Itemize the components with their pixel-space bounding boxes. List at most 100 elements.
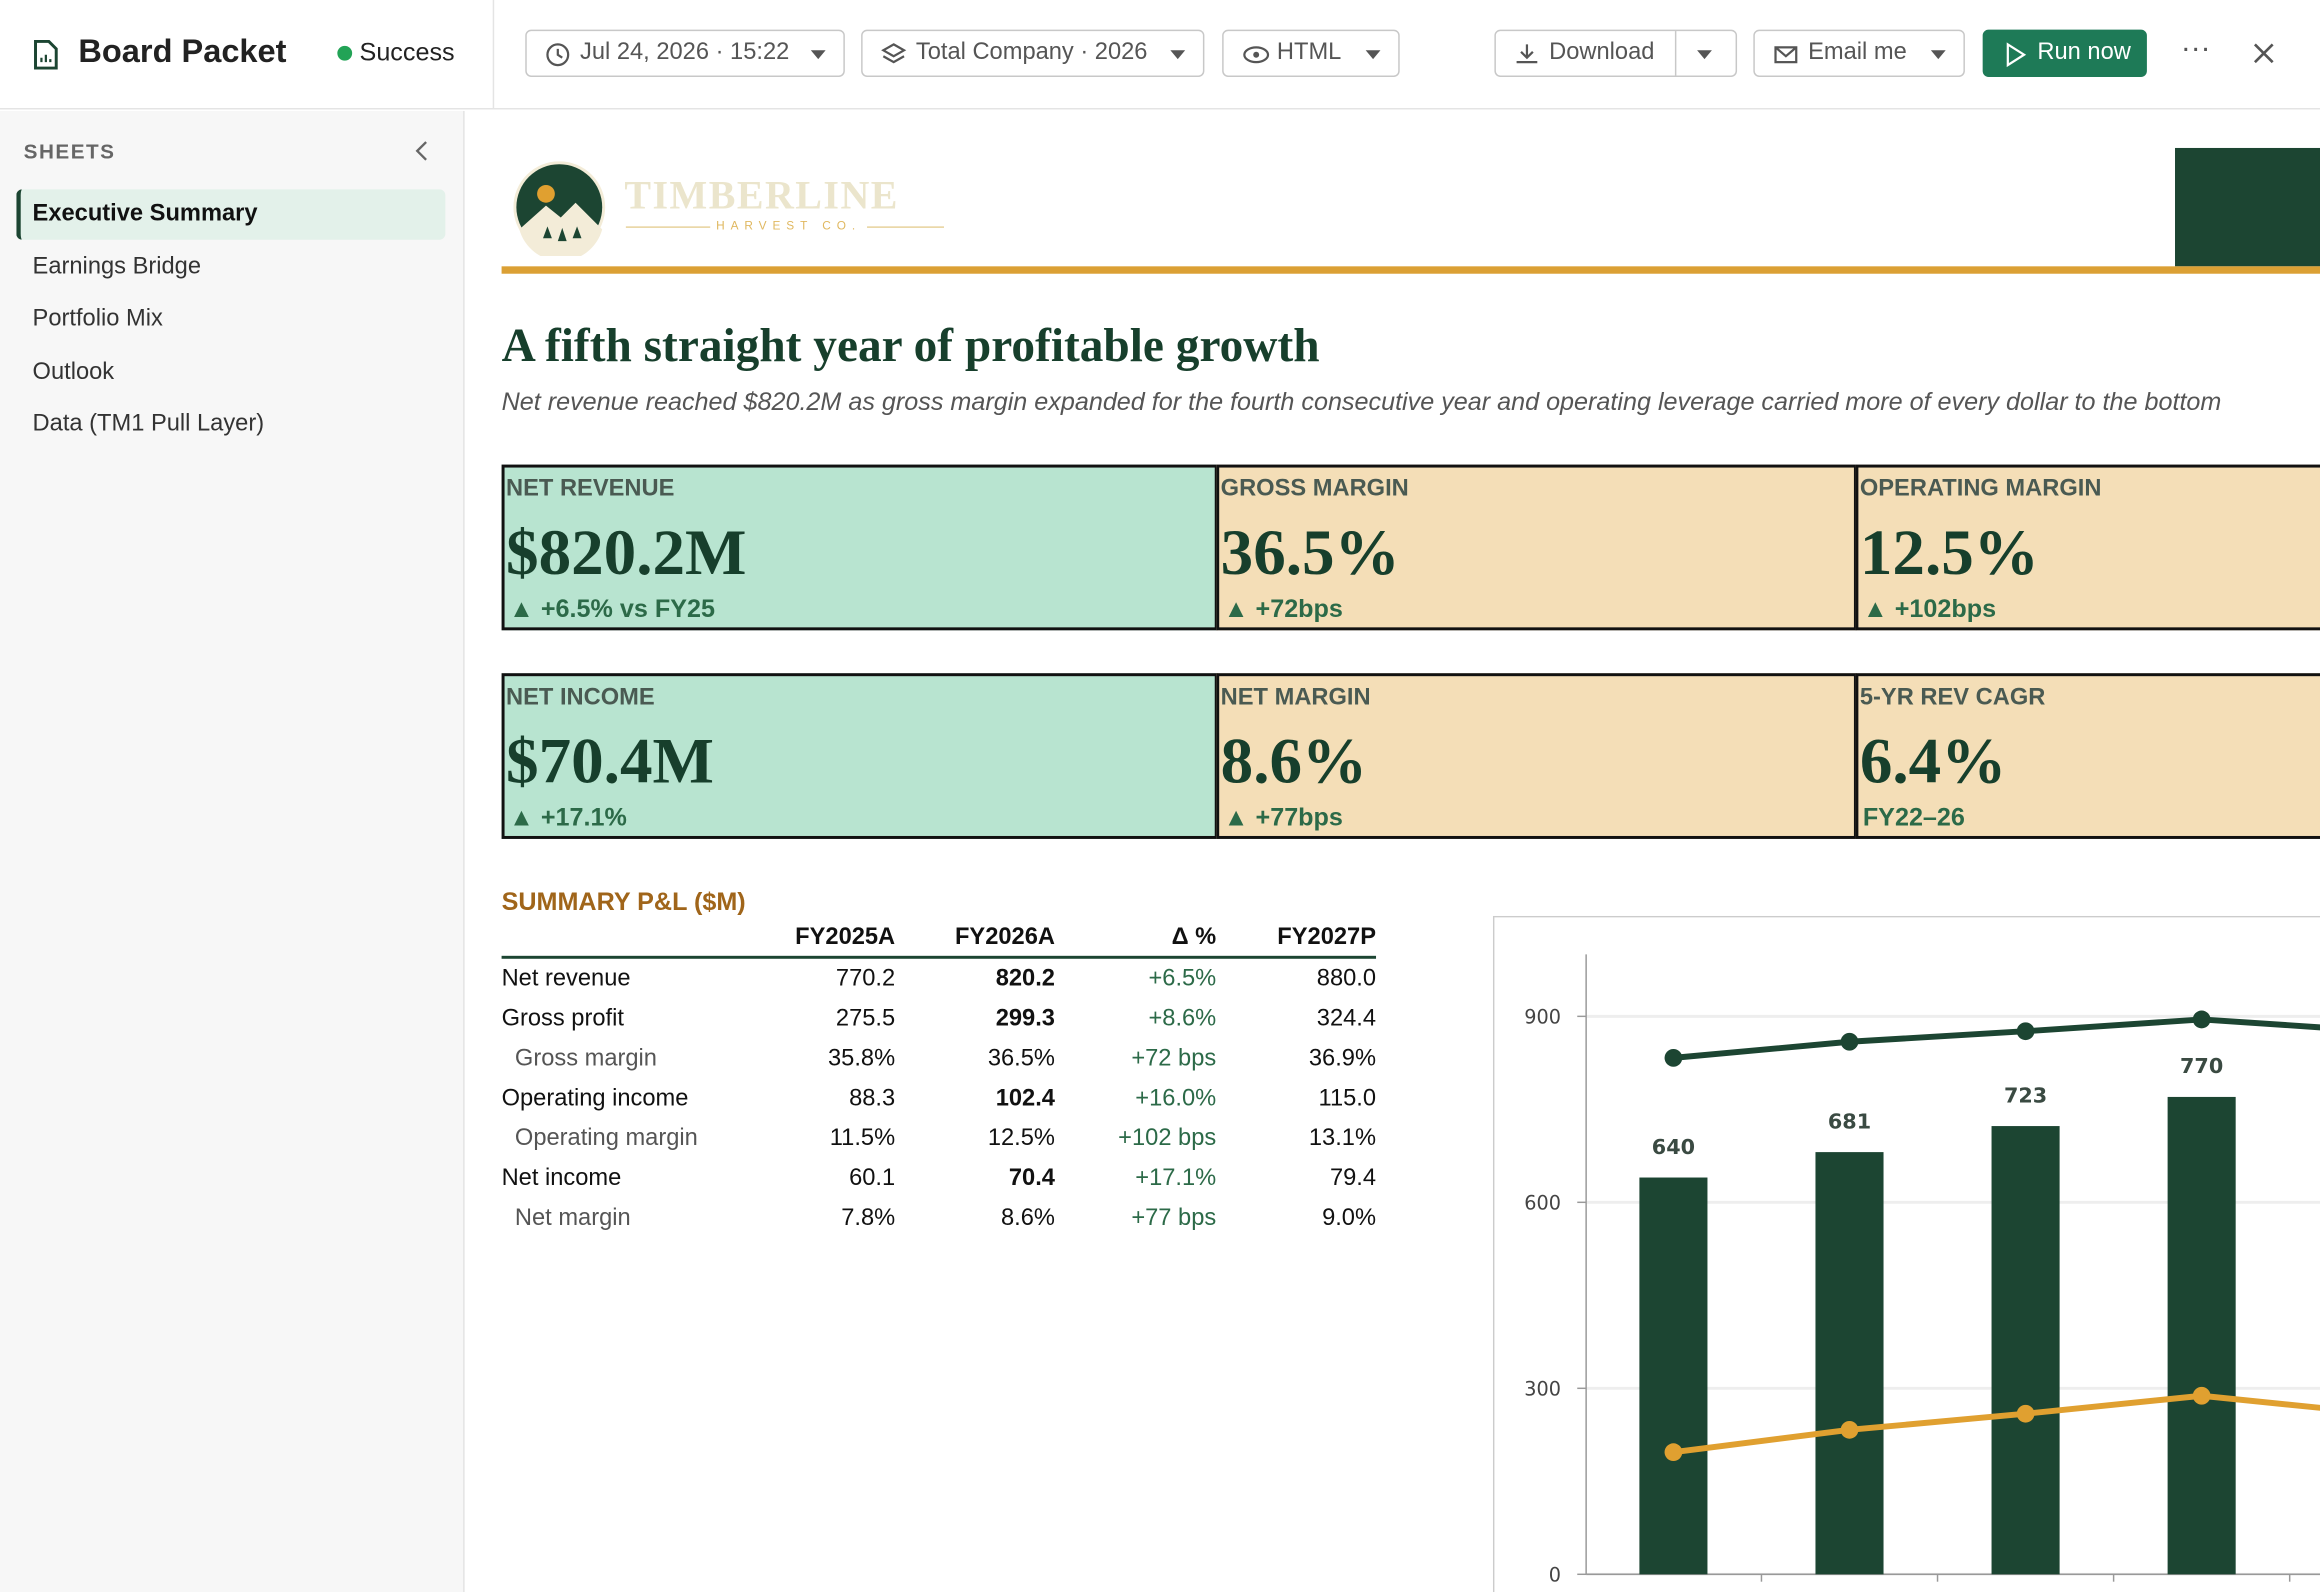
- row-label: Net income: [501, 1165, 622, 1192]
- header-block: [2175, 147, 2320, 267]
- sheet-tab[interactable]: Data (TM1 Pull Layer): [32, 411, 265, 437]
- kpi-delta: ▲ +17.1%: [508, 803, 627, 832]
- column-header: FY2027P: [1277, 924, 1377, 950]
- cell: 88.3: [849, 1086, 896, 1112]
- download-button[interactable]: Download: [1494, 29, 1738, 77]
- cell: 9.0%: [1322, 1205, 1377, 1232]
- download: Download: [1549, 39, 1655, 66]
- kpi-label: OPERATING MARGIN: [1859, 476, 2102, 502]
- cell: 880.0: [1316, 966, 1377, 992]
- kpi-value: $820.2M: [506, 516, 747, 589]
- cell: 11.5%: [829, 1125, 896, 1152]
- cell: 12.5%: [987, 1125, 1055, 1152]
- collapse-button[interactable]: [411, 139, 432, 163]
- cell: 820.2: [995, 966, 1055, 992]
- kpi-value: $70.4M: [506, 725, 714, 798]
- y-tick-label: 0: [1549, 1564, 1561, 1587]
- sheet-tab[interactable]: Outlook: [32, 358, 115, 384]
- run-time-picker[interactable]: Jul 24, 2026 · 15:22: [525, 29, 845, 77]
- line-point: [1664, 1048, 1683, 1067]
- column-header: FY2025A: [795, 924, 896, 950]
- row-label: Gross margin: [514, 1046, 657, 1072]
- cell: +6.5%: [1148, 966, 1217, 992]
- run-time: Jul 24, 2026 · 15:22: [580, 39, 790, 66]
- run-button[interactable]: Run now: [1982, 29, 2147, 77]
- cell: +102 bps: [1118, 1125, 1217, 1152]
- column-header: FY2026A: [954, 924, 1055, 950]
- kpi-card: NET INCOME $70.4M ▲ +17.1%: [501, 673, 1218, 839]
- format-picker[interactable]: HTML: [1222, 29, 1400, 77]
- line-point: [2016, 1022, 2035, 1041]
- close-button[interactable]: [2252, 41, 2276, 65]
- row-label: Net margin: [514, 1205, 631, 1232]
- cell: 275.5: [835, 1006, 896, 1032]
- kpi-card: 5-YR REV CAGR 6.4% FY22–26: [1855, 673, 2320, 839]
- cell: +77 bps: [1131, 1205, 1217, 1232]
- bar: [1815, 1152, 1884, 1575]
- line-point: [1664, 1443, 1683, 1462]
- kpi-delta: FY22–26: [1862, 803, 1965, 832]
- cell: 115.0: [1318, 1086, 1377, 1112]
- kpi-delta: ▲ +72bps: [1223, 594, 1343, 623]
- bar-label: 723: [2004, 1083, 2047, 1107]
- kpi-label: NET REVENUE: [506, 476, 675, 502]
- kpi-delta: ▲ +102bps: [1862, 594, 1997, 623]
- bar-label: 640: [1652, 1135, 1695, 1159]
- kpi-label: 5-YR REV CAGR: [1859, 685, 2046, 711]
- y-tick-label: 600: [1524, 1192, 1561, 1215]
- email: Email me: [1808, 39, 1907, 66]
- sheet-tab[interactable]: Earnings Bridge: [32, 253, 201, 279]
- cell: 36.9%: [1308, 1046, 1377, 1072]
- cell: +16.0%: [1135, 1086, 1217, 1112]
- logo-mark: [513, 161, 606, 256]
- line-point: [2192, 1010, 2211, 1029]
- subhead: Net revenue reached $820.2M as gross mar…: [501, 387, 2222, 416]
- bar-label: 681: [1828, 1109, 1871, 1133]
- kpi-label: NET MARGIN: [1220, 685, 1371, 711]
- cell: 102.4: [995, 1086, 1055, 1112]
- sidebar-heading: SHEETS: [23, 139, 116, 163]
- kpi-card: NET MARGIN 8.6% ▲ +77bps: [1216, 673, 1857, 839]
- row-label: Operating income: [501, 1086, 689, 1112]
- cell: 770.2: [835, 966, 896, 992]
- line-point: [2016, 1404, 2035, 1423]
- cell: 324.4: [1316, 1006, 1377, 1032]
- kpi-value: 12.5%: [1859, 516, 2039, 589]
- scope-picker[interactable]: Total Company · 2026: [861, 29, 1205, 77]
- line-point: [2192, 1386, 2211, 1405]
- bar: [2167, 1096, 2236, 1575]
- cell: +17.1%: [1135, 1165, 1217, 1192]
- kpi-delta: ▲ +6.5% vs FY25: [508, 594, 715, 623]
- bar: [1639, 1177, 1708, 1575]
- more-button[interactable]: ···: [2180, 32, 2211, 66]
- run: Run now: [2037, 39, 2131, 66]
- kpi-value: 8.6%: [1220, 725, 1368, 798]
- row-label: Operating margin: [514, 1125, 698, 1152]
- sheet-tab[interactable]: Portfolio Mix: [32, 306, 163, 332]
- cell: +8.6%: [1148, 1006, 1217, 1032]
- cell: 79.4: [1329, 1165, 1377, 1192]
- logo-tagline: HARVEST CO.: [710, 218, 867, 233]
- cell: 36.5%: [987, 1046, 1055, 1072]
- cell: 7.8%: [841, 1205, 896, 1232]
- sidebar: SHEETS Executive Summary Earnings Bridge P…: [0, 110, 465, 1592]
- row-label: Net revenue: [501, 966, 631, 992]
- cell: 60.1: [849, 1165, 896, 1192]
- scope: Total Company · 2026: [915, 39, 1148, 66]
- email-button[interactable]: Email me: [1753, 29, 1965, 77]
- bar: [1991, 1126, 2060, 1575]
- status: Success: [359, 38, 455, 67]
- top-bar: Board Packet Success Jul 24, 2026 · 15:2…: [0, 0, 2320, 110]
- format: HTML: [1276, 39, 1342, 66]
- kpi-value: 6.4%: [1859, 725, 2007, 798]
- cell: +72 bps: [1131, 1046, 1217, 1072]
- cell: 35.8%: [828, 1046, 896, 1072]
- headline: A fifth straight year of profitable grow…: [501, 318, 1320, 372]
- y-tick-label: 300: [1524, 1378, 1561, 1401]
- kpi-card: NET REVENUE $820.2M ▲ +6.5% vs FY25: [501, 464, 1218, 631]
- kpi-label: GROSS MARGIN: [1220, 476, 1409, 502]
- sheet-tab[interactable]: Executive Summary: [16, 189, 446, 240]
- logo-name: TIMBERLINE: [624, 173, 899, 218]
